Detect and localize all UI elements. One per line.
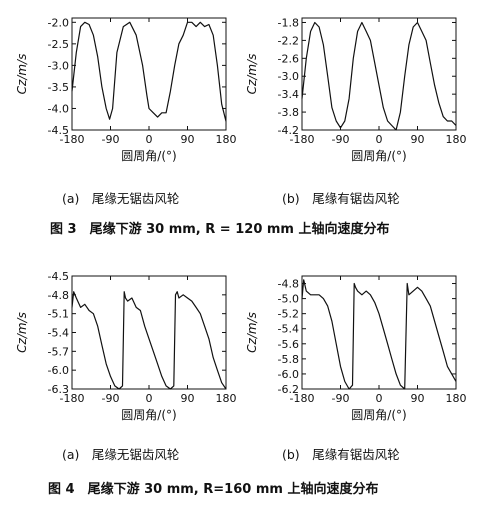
fig4b-ytick-label: -6.0: [278, 368, 299, 381]
fig3a-xtick-label: -180: [60, 133, 85, 146]
fig4b-ytick-label: -6.2: [278, 383, 299, 396]
fig4a-xtick-label: -90: [102, 392, 120, 405]
fig3b-ytick-label: -2.2: [278, 34, 299, 47]
fig4a-xtick-label: -180: [60, 392, 85, 405]
fig3a-ytick-label: -3.5: [48, 81, 69, 94]
fig4-caption: 图 4 尾缘下游 30 mm, R=160 mm 上轴向速度分布: [48, 482, 379, 497]
fig3b-y-axis-label: Cz/m/s: [245, 54, 259, 95]
fig4a-chart: -180 -90 0 90 180 -4.5 -4.8 -5.1 -5.4 -5.7 -6.0 -6.…: [15, 270, 237, 422]
fig3-subcaption-a: (a) 尾缘无锯齿风轮: [62, 191, 180, 206]
fig4b-ytick-label: -5.8: [278, 353, 299, 366]
fig4a-y-axis-label: Cz/m/s: [15, 312, 29, 353]
fig4a-ytick-label: -5.1: [48, 308, 69, 321]
fig3b-ytick-label: -3.8: [278, 106, 299, 119]
fig4-subcaption-a: (a) 尾缘无锯齿风轮: [62, 447, 180, 462]
fig4b-x-axis-label: 圆周角/(°): [351, 408, 406, 422]
fig3a-chart: -180 -90 0 90 180 -2.0 -2.5 -3.0 -3.5 -4.0 -4.5 圆周角…: [15, 16, 237, 163]
fig4b-xtick-label: 180: [446, 392, 467, 405]
fig4b-ytick-label: -4.8: [278, 278, 299, 291]
fig4a-plot-frame: [71, 275, 227, 390]
fig3a-xtick-label: 90: [181, 133, 195, 146]
fig4a-series-line: [71, 291, 227, 390]
fig4a-ytick-label: -5.4: [48, 327, 69, 340]
fig4a-xtick-label: 0: [146, 392, 153, 405]
fig4b-series-line: [301, 279, 457, 390]
fig3a-xtick-label: 180: [216, 133, 237, 146]
fig4a-ytick-label: -4.8: [48, 289, 69, 302]
fig3b-xtick-label: -90: [332, 133, 350, 146]
fig4b-ytick-label: -5.2: [278, 308, 299, 321]
fig4a-ytick-label: -6.0: [48, 364, 69, 377]
fig3a-plot-frame: [71, 17, 227, 131]
fig4b-xtick-label: -90: [332, 392, 350, 405]
fig3b-series-line: [301, 21, 457, 131]
fig3a-series-line: [71, 21, 227, 122]
fig3a-xtick-label: -90: [102, 133, 120, 146]
fig3b-ytick-label: -3.4: [278, 88, 299, 101]
fig3a-xtick-label: 0: [146, 133, 153, 146]
fig3a-ytick-label: -3.0: [48, 59, 69, 72]
fig4b-ytick-label: -5.6: [278, 338, 299, 351]
fig3a-ytick-label: -2.5: [48, 38, 69, 51]
fig3b-xtick-label: -180: [290, 133, 315, 146]
fig4b-ytick-label: -5.0: [278, 293, 299, 306]
fig3a-x-axis-label: 圆周角/(°): [121, 149, 176, 163]
fig3-subcaption-b: (b) 尾缘有锯齿风轮: [282, 191, 400, 206]
fig3b-xtick-label: 180: [446, 133, 467, 146]
fig3a-ytick-label: -4.5: [48, 124, 69, 137]
fig3b-ytick-label: -3.0: [278, 70, 299, 83]
fig4b-xtick-label: 90: [411, 392, 425, 405]
fig3-caption: 图 3 尾缘下游 30 mm, R = 120 mm 上轴向速度分布: [50, 222, 390, 237]
fig4b-xtick-label: 0: [376, 392, 383, 405]
fig4b-chart: -180 -90 0 90 180 -4.8 -5.0 -5.2 -5.4 -5.6 -5.8 -6.…: [245, 275, 467, 422]
fig4-subcaption-b: (b) 尾缘有锯齿风轮: [282, 447, 400, 462]
fig3b-chart: -180 -90 0 90 180 -1.8 -2.2 -2.6 -3.0 -3.4 -3.8 -4.…: [245, 16, 467, 163]
fig3b-ytick-label: -1.8: [278, 16, 299, 29]
fig3b-ytick-label: -2.6: [278, 52, 299, 65]
fig4b-y-axis-label: Cz/m/s: [245, 312, 259, 353]
fig3a-ytick-label: -4.0: [48, 102, 69, 115]
fig4a-ytick-label: -6.3: [48, 383, 69, 396]
fig4a-xtick-label: 180: [216, 392, 237, 405]
fig3b-xtick-label: 0: [376, 133, 383, 146]
fig4a-ytick-label: -4.5: [48, 270, 69, 283]
fig4b-xtick-label: -180: [290, 392, 315, 405]
fig4a-x-axis-label: 圆周角/(°): [121, 408, 176, 422]
fig4b-plot-frame: [301, 275, 457, 390]
fig3b-xtick-label: 90: [411, 133, 425, 146]
fig4b-ytick-label: -5.4: [278, 323, 299, 336]
fig4a-ytick-label: -5.7: [48, 345, 69, 358]
fig3b-x-axis-label: 圆周角/(°): [351, 149, 406, 163]
fig3b-ytick-label: -4.2: [278, 124, 299, 137]
fig4a-xtick-label: 90: [181, 392, 195, 405]
fig3a-y-axis-label: Cz/m/s: [15, 54, 29, 95]
fig3a-ytick-label: -2.0: [48, 16, 69, 29]
